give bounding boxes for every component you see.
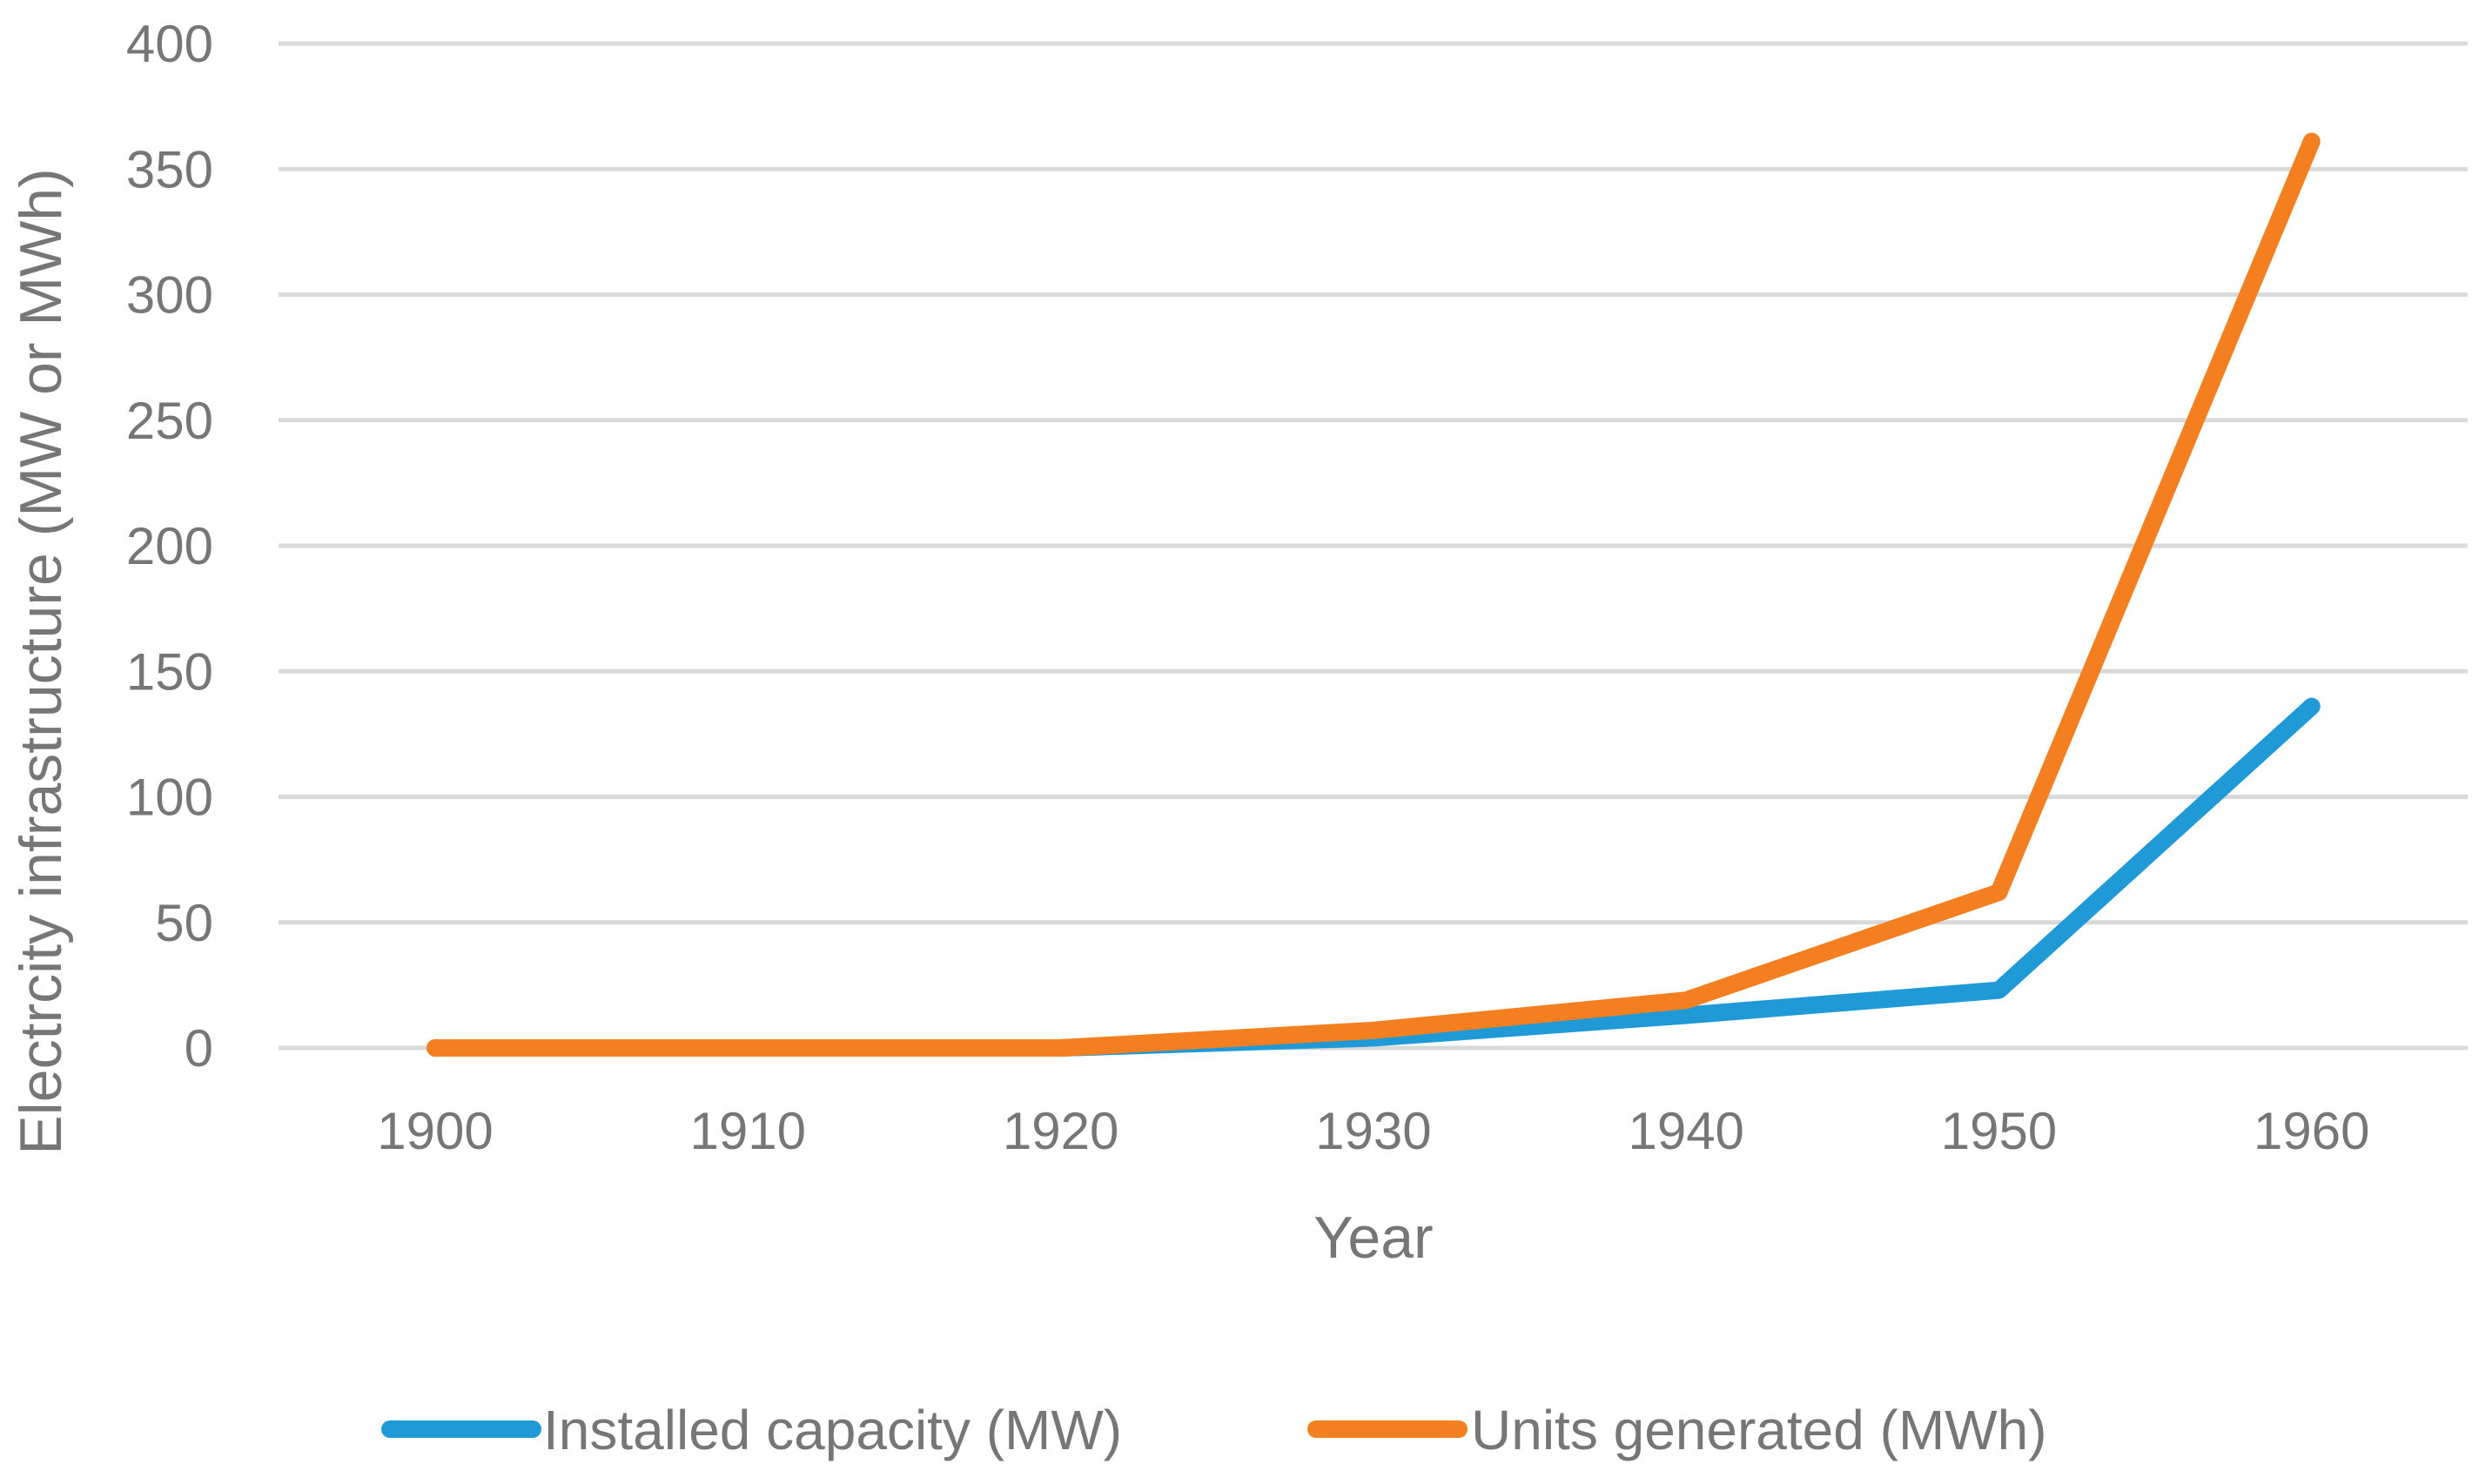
series-lines <box>427 132 2321 1057</box>
y-tick-label: 50 <box>155 894 213 952</box>
series-line-installed-capacity-mw <box>427 697 2321 1057</box>
x-tick-label: 1920 <box>1003 1102 1118 1160</box>
legend-label-installed-capacity: Installed capacity (MW) <box>543 1399 1122 1461</box>
x-tick-label: 1950 <box>1941 1102 2057 1160</box>
x-tick-label: 1960 <box>2254 1102 2369 1160</box>
x-axis-title: Year <box>1313 1205 1433 1271</box>
y-tick-label: 200 <box>126 517 213 575</box>
legend: Installed capacity (MW) Units generated … <box>381 1399 2047 1461</box>
x-tick-label: 1900 <box>377 1102 493 1160</box>
y-tick-label: 0 <box>185 1019 213 1078</box>
y-tick-label: 300 <box>126 266 213 325</box>
legend-label-units-generated: Units generated (MWh) <box>1471 1399 2047 1461</box>
gridlines <box>279 41 2468 1051</box>
legend-item-installed-capacity: Installed capacity (MW) <box>381 1399 1122 1461</box>
series-installed-capacity-mw <box>427 697 2321 1057</box>
x-tick-label: 1940 <box>1628 1102 1743 1160</box>
x-tick-label: 1910 <box>690 1102 806 1160</box>
legend-item-units-generated: Units generated (MWh) <box>1307 1399 2047 1461</box>
series-line-units-generated-mwh <box>427 132 2321 1057</box>
series-units-generated-mwh <box>427 132 2321 1057</box>
y-axis-title: Electrcity infrastructure (MW or MWh) <box>8 168 74 1154</box>
x-tick-label: 1930 <box>1315 1102 1431 1160</box>
x-axis-tick-labels: 1900 1910 1920 1930 1940 1950 1960 <box>377 1102 2369 1160</box>
y-axis-tick-labels: 0 50 100 150 200 250 300 350 400 <box>126 15 213 1078</box>
y-tick-label: 400 <box>126 15 213 73</box>
y-tick-label: 150 <box>126 642 213 701</box>
y-tick-label: 100 <box>126 769 213 827</box>
y-tick-label: 250 <box>126 392 213 450</box>
y-tick-label: 350 <box>126 140 213 198</box>
